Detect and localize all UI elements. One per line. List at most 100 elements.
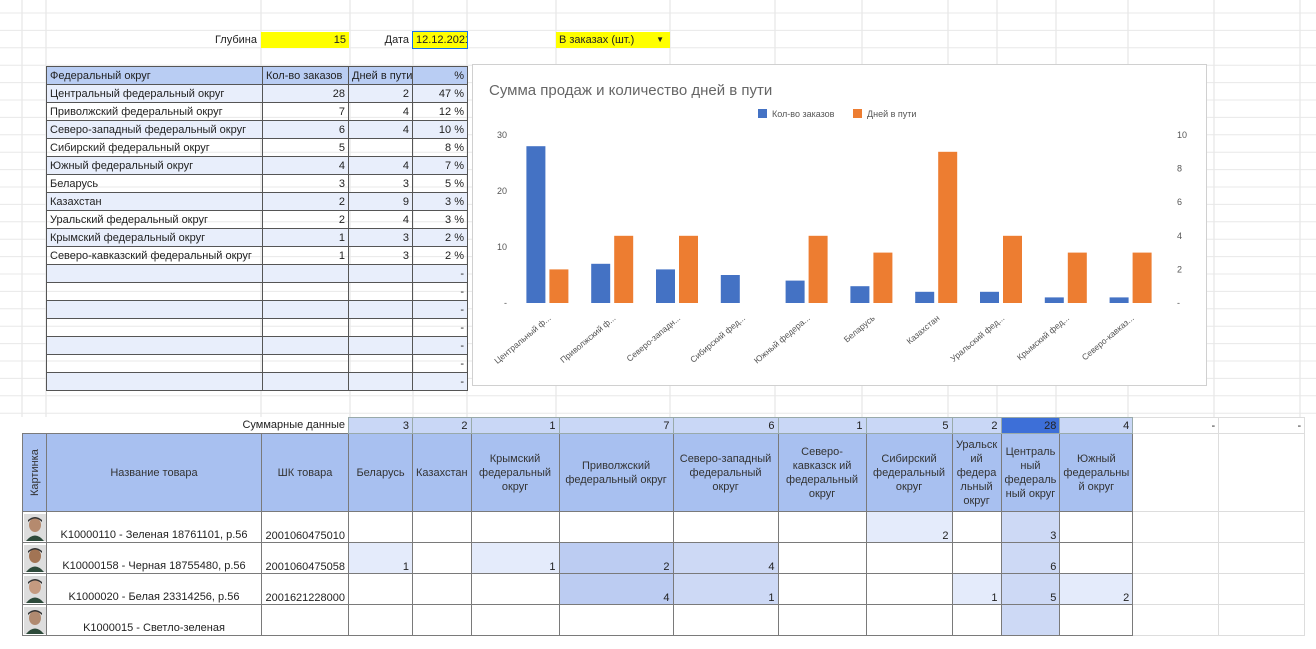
product-region-value[interactable] bbox=[558, 511, 674, 543]
summary-cell[interactable] bbox=[348, 318, 413, 337]
summary-total-cell[interactable]: - bbox=[1132, 417, 1220, 434]
header-region[interactable]: Южный федеральны й округ bbox=[1059, 433, 1134, 512]
product-region-value[interactable]: 1 bbox=[470, 542, 560, 574]
mode-dropdown[interactable]: В заказах (шт.) ▼ bbox=[556, 32, 670, 48]
depth-input[interactable]: 15 bbox=[261, 32, 349, 48]
summary-cell[interactable]: - bbox=[412, 354, 468, 373]
chart-panel[interactable]: Сумма продаж и количество дней в пути Ко… bbox=[472, 64, 1207, 386]
summary-header-cell[interactable]: Дней в пути bbox=[348, 66, 413, 85]
summary-cell[interactable] bbox=[348, 138, 413, 157]
product-region-value[interactable] bbox=[412, 542, 472, 574]
product-region-value[interactable] bbox=[412, 573, 472, 605]
summary-cell[interactable]: 3 bbox=[348, 228, 413, 247]
summary-cell[interactable]: - bbox=[412, 264, 468, 283]
summary-cell[interactable] bbox=[46, 282, 263, 301]
summary-cell[interactable] bbox=[262, 300, 349, 319]
header-region[interactable]: Крымский федеральный округ bbox=[470, 433, 560, 512]
header-barcode[interactable]: ШК товара bbox=[261, 433, 349, 512]
product-barcode[interactable]: 2001621228000 bbox=[261, 573, 349, 605]
product-region-value[interactable]: 4 bbox=[558, 573, 674, 605]
summary-cell[interactable] bbox=[262, 264, 349, 283]
product-region-value[interactable] bbox=[1000, 604, 1061, 636]
bar-days[interactable] bbox=[549, 269, 569, 303]
empty-cell[interactable] bbox=[1218, 604, 1306, 636]
bar-orders[interactable] bbox=[1109, 297, 1129, 303]
product-region-value[interactable] bbox=[470, 573, 560, 605]
bar-days[interactable] bbox=[614, 235, 634, 303]
header-region[interactable]: Казахстан bbox=[412, 433, 472, 512]
summary-total-cell[interactable]: 2 bbox=[412, 417, 472, 434]
product-region-value[interactable] bbox=[951, 511, 1002, 543]
summary-cell[interactable]: 6 bbox=[262, 120, 349, 139]
product-region-value[interactable] bbox=[865, 604, 953, 636]
summary-total-cell[interactable]: 3 bbox=[348, 417, 413, 434]
avatar[interactable] bbox=[22, 511, 47, 543]
product-region-value[interactable]: 1 bbox=[348, 542, 413, 574]
product-barcode[interactable] bbox=[261, 604, 349, 636]
product-region-value[interactable] bbox=[348, 511, 413, 543]
header-region[interactable]: Централь ный федераль ный округ bbox=[1000, 433, 1061, 512]
header-region[interactable]: Беларусь bbox=[348, 433, 413, 512]
summary-cell[interactable]: 12 % bbox=[412, 102, 468, 121]
summary-cell[interactable]: 4 bbox=[262, 156, 349, 175]
product-region-value[interactable]: 1 bbox=[672, 573, 779, 605]
header-region[interactable]: Северо-западный федеральный округ bbox=[672, 433, 779, 512]
summary-cell[interactable]: - bbox=[412, 372, 468, 391]
product-barcode[interactable]: 2001060475010 bbox=[261, 511, 349, 543]
product-region-value[interactable] bbox=[672, 604, 779, 636]
product-name[interactable]: K1000020 - Белая 23314256, р.56 bbox=[46, 573, 262, 605]
summary-cell[interactable]: 2 % bbox=[412, 228, 468, 247]
bar-days[interactable] bbox=[1003, 235, 1022, 303]
summary-cell[interactable]: Сибирский федеральный округ bbox=[46, 138, 263, 157]
product-region-value[interactable] bbox=[412, 604, 472, 636]
summary-cell[interactable]: 5 bbox=[262, 138, 349, 157]
summary-cell[interactable]: 2 bbox=[348, 84, 413, 103]
bar-orders[interactable] bbox=[656, 269, 675, 303]
summary-cell[interactable] bbox=[348, 354, 413, 373]
summary-cell[interactable] bbox=[262, 318, 349, 337]
product-name[interactable]: K10000158 - Черная 18755480, р.56 bbox=[46, 542, 262, 574]
bar-orders[interactable] bbox=[980, 291, 999, 303]
summary-cell[interactable]: Беларусь bbox=[46, 174, 263, 193]
summary-cell[interactable]: 3 bbox=[348, 246, 413, 265]
summary-cell[interactable] bbox=[46, 300, 263, 319]
bar-days[interactable] bbox=[808, 235, 828, 303]
header-region[interactable]: Уральск ий федера льный округ bbox=[951, 433, 1002, 512]
summary-cell[interactable] bbox=[262, 354, 349, 373]
product-region-value[interactable]: 4 bbox=[672, 542, 779, 574]
summary-total-cell[interactable]: 2 bbox=[951, 417, 1002, 434]
summary-cell[interactable]: Приволжский федеральный округ bbox=[46, 102, 263, 121]
bar-orders[interactable] bbox=[850, 286, 870, 303]
bar-days[interactable] bbox=[938, 151, 958, 303]
product-region-value[interactable]: 6 bbox=[1000, 542, 1061, 574]
summary-total-cell[interactable]: 7 bbox=[558, 417, 674, 434]
summary-cell[interactable]: Казахстан bbox=[46, 192, 263, 211]
summary-cell[interactable]: - bbox=[412, 318, 468, 337]
empty-cell[interactable] bbox=[1218, 511, 1306, 543]
date-input[interactable]: 12.12.2021 bbox=[412, 31, 468, 49]
empty-cell[interactable] bbox=[1132, 511, 1220, 543]
summary-cell[interactable] bbox=[46, 318, 263, 337]
product-region-value[interactable] bbox=[777, 573, 867, 605]
summary-cell[interactable]: Уральский федеральный округ bbox=[46, 210, 263, 229]
summary-cell[interactable]: Северо-кавказский федеральный округ bbox=[46, 246, 263, 265]
empty-cell[interactable] bbox=[1132, 542, 1220, 574]
product-region-value[interactable]: 2 bbox=[1059, 573, 1134, 605]
summary-cell[interactable]: 4 bbox=[348, 210, 413, 229]
summary-total-cell[interactable]: 1 bbox=[777, 417, 867, 434]
summary-cell[interactable]: 2 bbox=[262, 210, 349, 229]
header-region[interactable]: Приволжский федеральный округ bbox=[558, 433, 674, 512]
summary-cell[interactable]: 5 % bbox=[412, 174, 468, 193]
summary-cell[interactable] bbox=[46, 336, 263, 355]
product-region-value[interactable]: 5 bbox=[1000, 573, 1061, 605]
avatar[interactable] bbox=[22, 573, 47, 605]
product-region-value[interactable] bbox=[1059, 542, 1134, 574]
summary-cell[interactable] bbox=[348, 336, 413, 355]
bar-days[interactable] bbox=[679, 235, 698, 303]
empty-cell[interactable] bbox=[1132, 573, 1220, 605]
summary-cell[interactable]: 2 % bbox=[412, 246, 468, 265]
summary-cell[interactable] bbox=[262, 336, 349, 355]
summary-total-cell[interactable]: 5 bbox=[865, 417, 953, 434]
header-picture[interactable]: Картинка bbox=[22, 433, 47, 512]
summary-header-cell[interactable]: Кол-во заказов bbox=[262, 66, 349, 85]
